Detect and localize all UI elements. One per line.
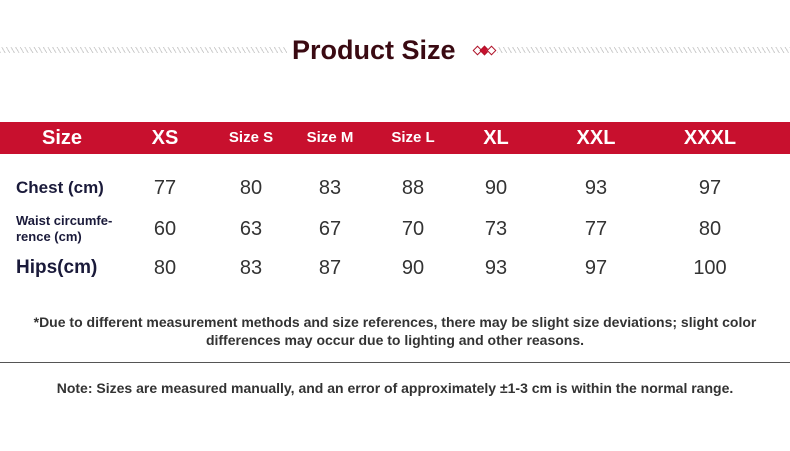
cell-chest-xxl: 93 — [584, 177, 608, 199]
measurement-note: Note: Sizes are measured manually, and a… — [56, 380, 734, 396]
title-bar: Product Size — [0, 30, 790, 70]
page-title: Product Size — [292, 35, 456, 65]
cell-hips-m: 87 — [318, 257, 342, 279]
cell-hips-l: 90 — [401, 257, 425, 279]
row-label-chest: Chest (cm) — [16, 178, 104, 197]
cell-hips-xl: 93 — [484, 257, 508, 279]
deviation-note-line1: *Due to different measurement methods an… — [33, 314, 757, 330]
size-header-row: Size XS Size S Size M Size L XL XXL XXXL — [0, 122, 790, 154]
table-row-hips: Hips(cm) 80 83 87 90 93 97 100 — [0, 249, 790, 287]
cell-chest-l: 88 — [401, 177, 425, 199]
cell-waist-xs: 60 — [153, 218, 177, 240]
header-size: Size — [41, 127, 83, 149]
cell-chest-m: 83 — [318, 177, 342, 199]
row-label-waist: Waist circumfe- rence (cm) — [16, 210, 112, 248]
cell-waist-xxl: 77 — [584, 218, 608, 240]
header-xxxl: XXXL — [683, 127, 737, 149]
deviation-note: *Due to different measurement methods an… — [10, 313, 780, 349]
header-xl: XL — [483, 127, 509, 149]
cell-waist-l: 70 — [401, 218, 425, 240]
cell-hips-xxl: 97 — [584, 257, 608, 279]
cell-waist-xxxl: 80 — [698, 218, 722, 240]
row-label-waist-line1: Waist circumfe- — [16, 213, 113, 228]
header-size-m: Size M — [306, 129, 354, 146]
cell-chest-xs: 77 — [153, 177, 177, 199]
header-size-s: Size S — [228, 129, 274, 146]
cell-chest-s: 80 — [239, 177, 263, 199]
row-label-waist-line2: rence (cm) — [16, 229, 82, 244]
table-row-chest: Chest (cm) 77 80 83 88 90 93 97 — [0, 169, 790, 207]
decorative-hatch-left — [0, 47, 287, 53]
row-label-hips: Hips(cm) — [16, 257, 98, 278]
cell-hips-s: 83 — [239, 257, 263, 279]
table-row-waist: Waist circumfe- rence (cm) 60 63 67 70 7… — [0, 210, 790, 248]
cell-chest-xl: 90 — [484, 177, 508, 199]
cell-chest-xxxl: 97 — [698, 177, 722, 199]
deviation-note-line2: differences may occur due to lighting an… — [205, 332, 585, 348]
divider — [0, 362, 790, 363]
cell-waist-m: 67 — [318, 218, 342, 240]
cell-waist-s: 63 — [239, 218, 263, 240]
header-size-l: Size L — [391, 129, 435, 146]
header-xxl: XXL — [576, 127, 616, 149]
header-xs: XS — [151, 127, 179, 149]
cell-hips-xxxl: 100 — [693, 257, 727, 279]
decorative-hatch-right — [497, 47, 790, 53]
diamond-ornament-icon — [472, 45, 497, 56]
cell-waist-xl: 73 — [484, 218, 508, 240]
cell-hips-xs: 80 — [153, 257, 177, 279]
